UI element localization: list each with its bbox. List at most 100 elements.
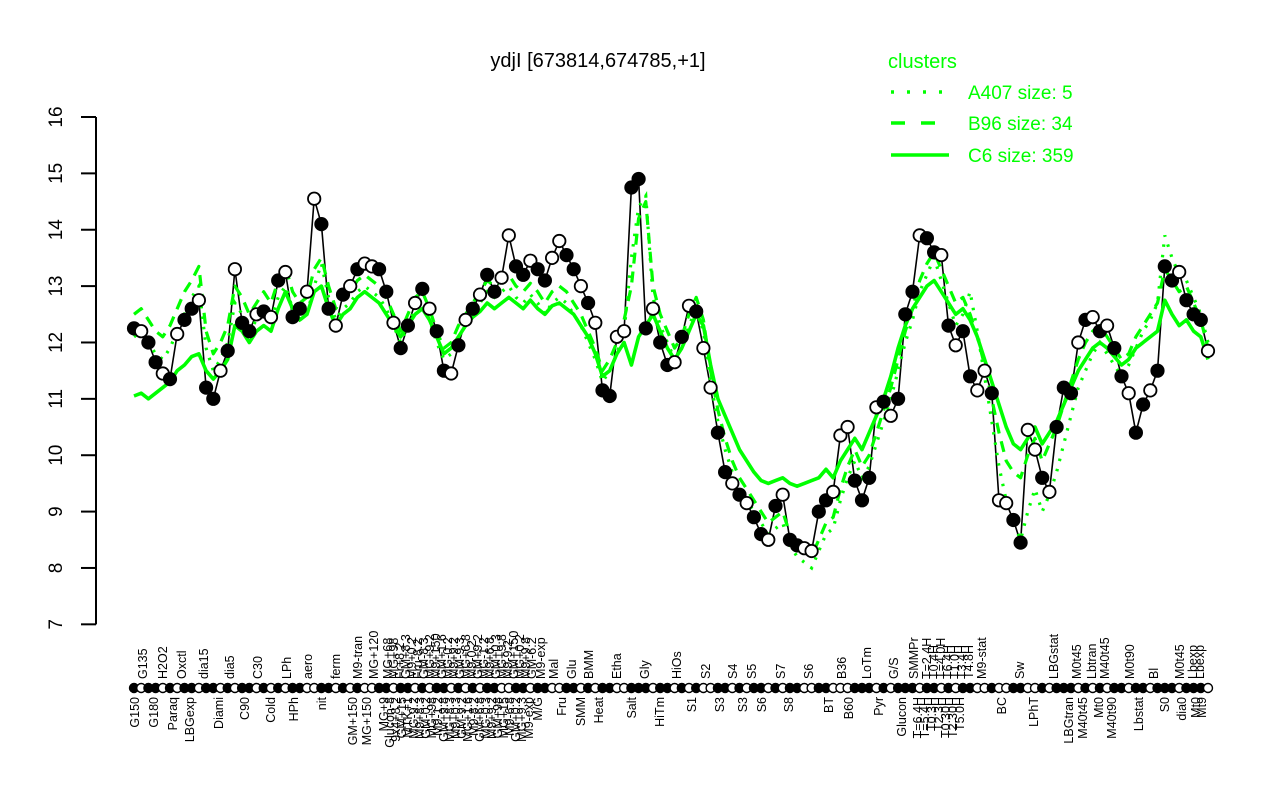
data-point xyxy=(1049,419,1064,435)
data-point xyxy=(400,318,415,333)
data-point xyxy=(472,287,488,302)
x-label-top: LPh xyxy=(280,657,294,679)
data-point xyxy=(890,391,906,406)
x-label-bottom: MG+1.6 xyxy=(461,697,475,742)
x-label-top: GM-8.3 xyxy=(417,637,431,679)
x-label-bottom: MG+98 xyxy=(425,697,439,738)
data-point xyxy=(689,304,704,319)
data-point xyxy=(768,498,783,514)
x-label-top: M9+9.2 xyxy=(447,637,461,679)
data-point xyxy=(616,324,632,339)
x-label-top: S7 xyxy=(774,664,788,679)
x-label-top: S4 xyxy=(726,664,740,679)
x-label-bottom: GM+98 xyxy=(491,697,505,738)
data-point xyxy=(854,493,870,508)
x-label-bottom: M9+8.3 xyxy=(413,697,427,739)
data-point xyxy=(1121,386,1136,401)
x-label-bottom: MTK+1 xyxy=(401,697,415,738)
x-label-top: Bl xyxy=(1147,668,1161,679)
x-label-top: T0.4H xyxy=(927,645,941,679)
x-label-top: M9-exp xyxy=(534,637,548,679)
legend: clusters A407 size: 5 B96 size: 34 C6 si… xyxy=(888,51,1074,167)
x-label-bottom: GM-9.2 xyxy=(455,697,469,739)
legend-item-c6: C6 size: 359 xyxy=(968,146,1074,167)
data-point xyxy=(1136,397,1151,412)
x-label-top: MG+120 xyxy=(367,631,381,679)
x-label-top: Lbexp xyxy=(1193,645,1207,679)
x-label-bottom: GM+0.2 xyxy=(509,697,523,742)
data-point xyxy=(480,267,495,282)
data-point xyxy=(206,391,221,406)
y-tick-label: 12 xyxy=(46,332,67,353)
data-point xyxy=(1035,470,1050,485)
x-label-bottom: M9-8.2 xyxy=(467,697,481,736)
x-label-bottom: MG+150 xyxy=(360,697,374,745)
data-point xyxy=(638,321,653,336)
data-point xyxy=(1071,335,1086,350)
data-point xyxy=(1085,309,1100,325)
data-point xyxy=(451,338,466,353)
x-label-bottom: T2.30H xyxy=(946,697,960,738)
x-label-bottom: M9-exp xyxy=(522,697,536,739)
x-label-bottom: SMM xyxy=(574,697,588,726)
x-label-top: MG+9.2 xyxy=(423,634,437,679)
x-label-top: BMM xyxy=(582,650,596,679)
x-label-top: M9+0.2 xyxy=(405,637,419,679)
x-label-top: T3.4H xyxy=(955,645,969,679)
x-label-top: S6 xyxy=(802,664,816,679)
data-point xyxy=(242,324,257,339)
x-label-top: Fr+8.2 xyxy=(393,642,407,679)
data-point xyxy=(1193,312,1208,327)
x-label-top: aero xyxy=(301,654,315,679)
x-label-bottom: MG+9 xyxy=(377,697,391,731)
y-axis: 7 8 9 10 11 12 13 14 15 16 xyxy=(46,106,97,630)
x-label-bottom: MG-9.2 xyxy=(407,697,421,739)
data-point xyxy=(1020,422,1035,437)
data-point xyxy=(876,394,891,409)
data-point xyxy=(552,233,567,249)
x-label-bottom: S8 xyxy=(782,697,796,712)
y-tick-label: 9 xyxy=(46,506,67,517)
data-point xyxy=(696,340,711,356)
cluster-line-b96 xyxy=(133,200,1210,559)
x-label-bottom: Heat xyxy=(592,696,606,723)
x-label-bottom: Paraq xyxy=(166,697,180,730)
x-label-bottom: S0 xyxy=(1158,697,1172,712)
data-point xyxy=(379,284,394,299)
data-point xyxy=(999,495,1014,511)
x-label-bottom: Fru xyxy=(555,697,569,716)
data-point xyxy=(645,301,661,316)
data-point xyxy=(977,363,992,378)
x-axis-labels: G135 H2O2 Oxctl dia15 dia5 C30 LPh aero ferm M9-t… xyxy=(128,631,1209,748)
x-label-bottom: S3 xyxy=(713,697,727,712)
data-point xyxy=(580,295,596,311)
data-point xyxy=(746,510,762,525)
x-label-top: S2 xyxy=(699,664,713,679)
x-label-top: HiOs xyxy=(670,651,684,679)
data-point xyxy=(1114,369,1129,384)
y-tick-label: 8 xyxy=(46,563,67,574)
x-label-bottom: GM-0.2 xyxy=(419,697,433,739)
y-tick-label: 15 xyxy=(46,163,67,184)
data-point xyxy=(386,315,401,330)
data-point xyxy=(826,484,841,499)
x-label-top: MG-0.2 xyxy=(441,637,455,679)
data-point xyxy=(393,340,408,356)
data-point xyxy=(141,335,156,350)
x-label-bottom: HPh xyxy=(287,697,301,721)
x-label-bottom: Pyr xyxy=(872,697,886,716)
data-point xyxy=(573,278,589,294)
x-label-bottom: B60 xyxy=(842,697,856,719)
x-label-bottom: T0.3H xyxy=(925,697,939,731)
data-point xyxy=(213,363,228,378)
x-label-top: M0t45 xyxy=(1070,644,1084,679)
x-label-top: MG+6.8 xyxy=(459,634,473,679)
data-point xyxy=(962,369,978,384)
x-label-bottom: Diami xyxy=(212,697,226,729)
data-point xyxy=(1006,512,1021,528)
data-point xyxy=(199,380,214,395)
x-label-top: M9-9.2 xyxy=(501,640,515,679)
x-label-top: T4.8H xyxy=(962,645,976,679)
x-label-bottom: Glucon-8 xyxy=(383,697,397,748)
